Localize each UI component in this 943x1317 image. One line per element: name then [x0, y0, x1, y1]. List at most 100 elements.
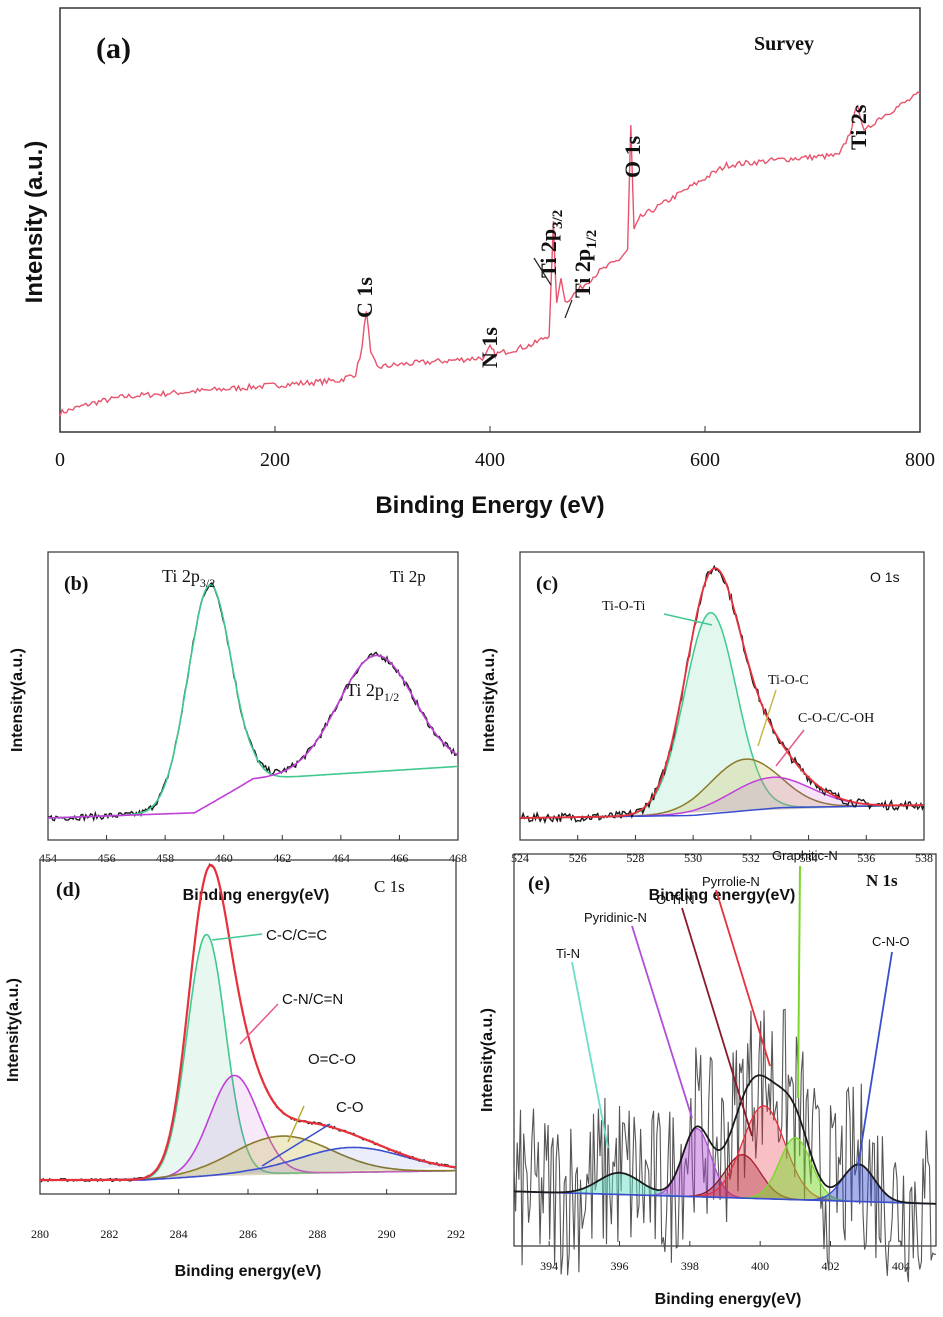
panel-a-annotations: C 1s N 1s Ti 2p3/2Ti 2p1/2 O 1s Ti 2s [352, 104, 871, 368]
panel-d-curves [39, 863, 457, 1183]
panel-b-ti2p: (b) Ti 2p Intensity(a.u.) Binding energy… [9, 551, 467, 904]
panel-d-xlabel: Binding energy(eV) [175, 1263, 322, 1280]
panel-d-arrow-oco [287, 1105, 305, 1143]
xtick-label: 288 [308, 1227, 326, 1241]
panel-d-arrow-cc [211, 933, 263, 941]
panel-c-label: (c) [536, 573, 558, 595]
fit-ti2p12 [47, 654, 459, 819]
xtick-label: 800 [905, 449, 935, 471]
panel-e-frame [513, 853, 937, 1247]
panel-e-arrow-cno [857, 951, 893, 1167]
survey-peak-label: Ti 2p3/2 [536, 210, 566, 278]
panel-b-frame [47, 551, 459, 841]
xtick-label: 530 [684, 851, 702, 865]
panel-d-label: (d) [56, 879, 80, 901]
panel-c-frame [519, 551, 925, 841]
xtick-label: 394 [540, 1259, 558, 1273]
panel-c-annot-tioc: Ti-O-C [768, 673, 809, 688]
panel-b-annot-ti2p12: Ti 2p1/2 [346, 680, 399, 704]
panel-c-xlabel: Binding energy(eV) [649, 887, 796, 904]
panel-c-annot-coc: C-O-C/C-OH [798, 711, 874, 726]
xtick-label: 600 [690, 449, 720, 471]
panel-a-survey: (a) Survey Intensity (a.u.) Binding Ener… [21, 7, 935, 519]
xtick-label: 402 [822, 1259, 840, 1273]
panel-d-title: C 1s [374, 877, 405, 896]
panel-e-xlabel: Binding energy(eV) [655, 1291, 802, 1308]
panel-b-xlabel: Binding energy(eV) [183, 887, 330, 904]
panel-e-title: N 1s [866, 871, 898, 890]
panel-e-arrow-otin [681, 907, 753, 1137]
panel-e-annot-pyridinic: Pyridinic-N [584, 910, 647, 925]
panel-b-label: (b) [64, 573, 88, 595]
xtick-label: 400 [751, 1259, 769, 1273]
panel-e-annot-otin: O-Ti-N [656, 892, 695, 907]
xtick-label: 282 [100, 1227, 118, 1241]
panel-e-annot-graphitic: Graphitic-N [772, 848, 838, 863]
panel-b-annot-ti2p32: Ti 2p3/2 [162, 566, 215, 590]
xtick-label: 460 [215, 851, 233, 865]
xtick-label: 286 [239, 1227, 257, 1241]
xtick-label: 458 [156, 851, 174, 865]
xtick-label: 290 [378, 1227, 396, 1241]
xtick-label: 462 [273, 851, 291, 865]
ti2p12-pointer [564, 299, 573, 319]
panel-d-arrow-co [261, 1123, 331, 1167]
xtick-label: 454 [39, 851, 57, 865]
panel-c-o1s: (c) O 1s Intensity(a.u.) Binding energy(… [481, 551, 933, 904]
panel-e-annot-tin: Ti-N [556, 946, 580, 961]
panel-e-arrow-graphitic [797, 865, 801, 1099]
survey-peak-label: Ti 2p1/2 [570, 230, 600, 298]
panel-c-annot-tioti: Ti-O-Ti [602, 599, 645, 614]
panel-c-curves [519, 564, 925, 825]
survey-peak-label: C 1s [352, 277, 377, 318]
panel-d-annot-cn: C-N/C=N [282, 991, 343, 1008]
panel-d-annot-oco: O=C-O [308, 1051, 356, 1068]
panel-c-arrow-tioc [757, 689, 777, 747]
xtick-label: 200 [260, 449, 290, 471]
survey-peak-label: N 1s [477, 327, 502, 368]
background-line [513, 1190, 937, 1205]
panel-a-label: (a) [96, 32, 131, 65]
xtick-label: 280 [31, 1227, 49, 1241]
panel-a-xticks: 0 200 400 600 800 [55, 426, 935, 471]
panel-e-arrow-pyrrolie [715, 889, 771, 1067]
panel-e-label: (e) [528, 873, 550, 895]
panel-d-arrow-cn [239, 1003, 279, 1045]
panel-b-xticks: 454 456 458 460 462 464 466 468 [39, 835, 467, 865]
xtick-label: 464 [332, 851, 350, 865]
panel-e-ylabel: Intensity(a.u.) [479, 1008, 496, 1112]
xtick-label: 396 [611, 1259, 629, 1273]
panel-c-arrow-coc [775, 729, 805, 767]
survey-peak-label: O 1s [620, 135, 645, 178]
xtick-label: 538 [915, 851, 933, 865]
xtick-label: 284 [170, 1227, 188, 1241]
panel-e-annot-pyrrolie: Pyrrolie-N [702, 874, 760, 889]
panel-d-annot-co: C-O [336, 1099, 364, 1116]
panel-e-annot-cno: C-N-O [872, 934, 910, 949]
panel-d-annot-cc: C-C/C=C [266, 927, 327, 944]
xtick-label: 400 [475, 449, 505, 471]
xtick-label: 0 [55, 449, 65, 471]
fit-envelope [514, 1074, 936, 1205]
panel-d-c1s: (d) C 1s Intensity(a.u.) Binding energy(… [5, 859, 465, 1280]
xtick-label: 398 [681, 1259, 699, 1273]
panel-e-arrow-tin [571, 961, 609, 1149]
xtick-label: 536 [857, 851, 875, 865]
ti2p32-pointer [533, 257, 552, 286]
xtick-label: 526 [569, 851, 587, 865]
panel-a-ylabel: Intensity (a.u.) [21, 141, 48, 304]
panel-b-title: Ti 2p [390, 567, 426, 586]
survey-peak-label: Ti 2s [846, 104, 871, 150]
raw-spectrum [513, 1008, 937, 1283]
panel-d-xticks: 280 282 284 286 288 290 292 [31, 1189, 465, 1241]
xtick-label: 528 [626, 851, 644, 865]
panel-b-ylabel: Intensity(a.u.) [9, 648, 26, 752]
panel-e-n1s: (e) N 1s Intensity(a.u.) Binding energy(… [479, 848, 937, 1308]
panel-d-ylabel: Intensity(a.u.) [5, 978, 22, 1082]
panel-a-title: Survey [754, 33, 814, 55]
xtick-label: 468 [449, 851, 467, 865]
xtick-label: 532 [742, 851, 760, 865]
panel-a-xlabel: Binding Energy (eV) [375, 492, 604, 519]
panel-a-survey-line [59, 91, 921, 417]
